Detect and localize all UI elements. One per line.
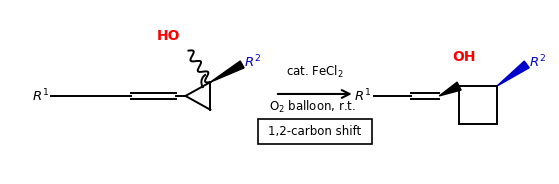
Text: $R^2$: $R^2$ (244, 54, 261, 71)
Text: $R^2$: $R^2$ (529, 54, 546, 71)
Text: $R^1$: $R^1$ (32, 88, 49, 104)
Text: O$_2$ balloon, r.t.: O$_2$ balloon, r.t. (269, 99, 356, 115)
Polygon shape (439, 82, 461, 96)
FancyBboxPatch shape (258, 119, 372, 144)
Text: HO: HO (157, 29, 181, 43)
Polygon shape (210, 61, 244, 82)
Text: 1,2-carbon shift: 1,2-carbon shift (268, 125, 362, 138)
Text: $R^1$: $R^1$ (354, 88, 372, 104)
Text: OH: OH (452, 50, 476, 64)
Text: cat. FeCl$_2$: cat. FeCl$_2$ (286, 64, 344, 80)
Polygon shape (497, 61, 529, 86)
